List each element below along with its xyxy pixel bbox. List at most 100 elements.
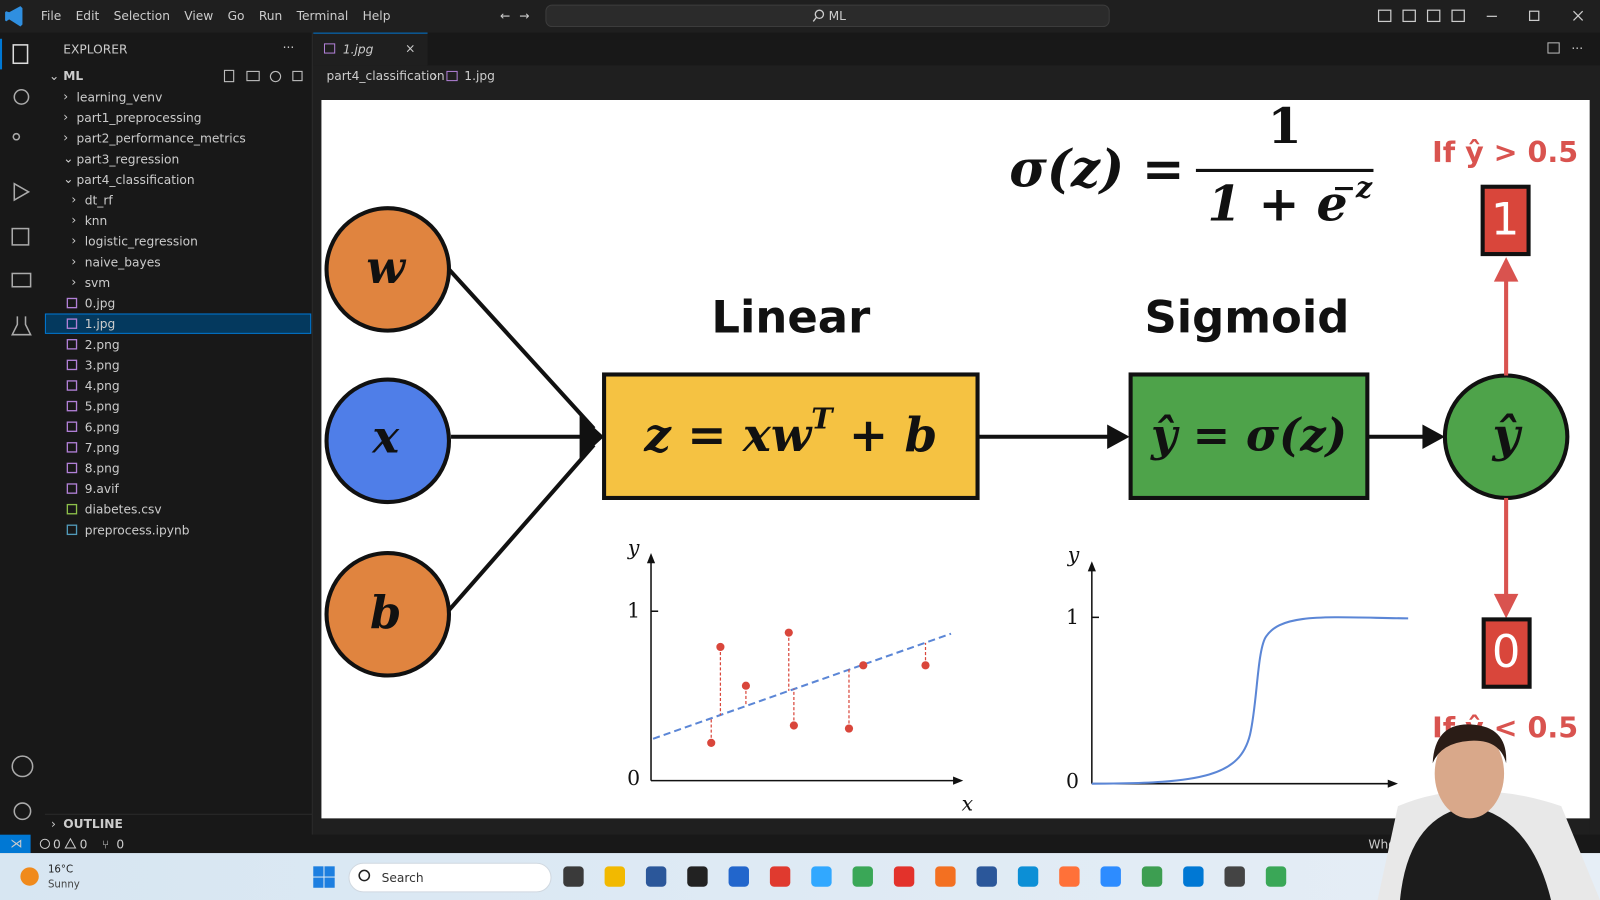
menu-item[interactable]: Help	[363, 9, 391, 23]
file-item[interactable]: 1.jpg	[85, 317, 116, 331]
taskbar-search[interactable]	[348, 862, 552, 893]
new-folder[interactable]	[246, 70, 260, 82]
taskbar-app[interactable]	[811, 866, 832, 887]
root-chevron[interactable]: ⌄	[49, 69, 59, 83]
folder-item[interactable]: part3_regression	[77, 152, 180, 166]
toggle-secondary[interactable]	[1426, 9, 1441, 23]
toggle-panel[interactable]	[1402, 9, 1416, 23]
taskbar-app[interactable]	[1265, 866, 1287, 887]
breadcrumb-folder[interactable]: part4_classification	[327, 69, 445, 83]
tab-title[interactable]: 1.jpg	[343, 43, 374, 57]
file-item[interactable]: 5.png	[85, 400, 120, 414]
menu-item[interactable]: Go	[228, 9, 245, 23]
taskbar-app[interactable]	[976, 866, 997, 887]
file-item[interactable]: 7.png	[85, 441, 120, 455]
menu-item[interactable]: File	[41, 9, 61, 23]
remote-button[interactable]	[0, 834, 31, 854]
tree-chevron[interactable]: ›	[63, 131, 68, 145]
weather-temperature[interactable]: 16°C	[48, 864, 73, 875]
tree-chevron[interactable]: ›	[71, 234, 76, 248]
menu-item[interactable]: Run	[259, 9, 282, 23]
folder-item[interactable]: naive_bayes	[85, 255, 161, 269]
customize-layout[interactable]	[1451, 9, 1465, 23]
tree-chevron[interactable]: ›	[71, 254, 76, 268]
editor-more[interactable]: ···	[1571, 41, 1583, 55]
explorer-icon[interactable]	[12, 44, 29, 65]
scm-icon[interactable]	[12, 132, 21, 141]
tree-chevron[interactable]: ›	[71, 213, 76, 227]
weather-condition[interactable]: Sunny	[48, 880, 80, 891]
ports-count[interactable]: 0	[116, 837, 124, 851]
close-window[interactable]	[1573, 10, 1584, 21]
outline-chevron[interactable]: ›	[51, 817, 56, 831]
extensions-icon[interactable]	[11, 227, 30, 246]
accounts-icon[interactable]	[11, 755, 34, 778]
taskbar-app[interactable]	[1183, 866, 1204, 887]
menu-item[interactable]: Selection	[114, 9, 170, 23]
taskbar-app[interactable]	[1224, 866, 1245, 887]
new-file[interactable]	[223, 69, 235, 83]
taskbar-app[interactable]	[687, 866, 708, 887]
breadcrumb-file[interactable]: 1.jpg	[464, 69, 495, 83]
search-view-icon[interactable]	[13, 89, 30, 105]
file-item[interactable]: diabetes.csv	[85, 503, 162, 517]
editor-tab[interactable]	[313, 32, 428, 66]
toggle-sidebar[interactable]	[1377, 9, 1392, 23]
testing-icon[interactable]	[11, 316, 32, 336]
start-button[interactable]	[313, 866, 335, 888]
folder-item[interactable]: dt_rf	[85, 194, 114, 208]
file-item[interactable]: 3.png	[85, 358, 120, 372]
file-item[interactable]: 0.jpg	[85, 297, 116, 311]
taskbar-app[interactable]	[563, 866, 584, 887]
error-count[interactable]: 0	[53, 837, 61, 851]
tree-chevron[interactable]: ›	[63, 89, 68, 103]
file-item[interactable]: 4.png	[85, 379, 120, 393]
tree-chevron[interactable]: ›	[71, 275, 76, 289]
root-folder[interactable]: ML	[63, 69, 83, 83]
refresh[interactable]	[269, 70, 282, 83]
collapse-all[interactable]	[292, 70, 303, 82]
menu-item[interactable]: Edit	[76, 9, 100, 23]
tree-chevron[interactable]: ›	[71, 193, 76, 207]
forward-button[interactable]: →	[519, 9, 529, 23]
run-icon[interactable]	[13, 182, 31, 202]
settings-icon[interactable]	[13, 802, 32, 821]
file-item[interactable]: 2.png	[85, 338, 120, 352]
taskbar-app[interactable]	[769, 866, 791, 887]
folder-item[interactable]: part1_preprocessing	[77, 111, 202, 125]
taskbar-app[interactable]	[852, 866, 873, 887]
outline-header[interactable]: OUTLINE	[63, 817, 123, 831]
warning-count[interactable]: 0	[80, 837, 88, 851]
taskbar-app[interactable]	[1141, 866, 1163, 887]
taskbar-app[interactable]	[645, 866, 667, 887]
taskbar-app[interactable]	[893, 866, 915, 887]
file-item[interactable]: 8.png	[85, 461, 120, 475]
tree-chevron[interactable]: ›	[63, 110, 68, 124]
folder-item[interactable]: svm	[85, 276, 111, 290]
taskbar-app[interactable]	[1059, 866, 1080, 887]
menu-item[interactable]: View	[184, 9, 213, 23]
remote-icon[interactable]	[11, 272, 32, 288]
taskbar-app[interactable]	[1017, 866, 1039, 887]
taskbar-app[interactable]	[1100, 866, 1121, 887]
menu-item[interactable]: Terminal	[296, 9, 349, 23]
sidebar-more[interactable]: ···	[283, 40, 295, 54]
folder-item[interactable]: knn	[85, 214, 108, 228]
taskbar-app[interactable]	[604, 866, 625, 887]
tab-close[interactable]: ×	[405, 41, 415, 55]
tree-chevron[interactable]: ⌄	[63, 151, 73, 165]
taskbar-app[interactable]	[728, 866, 749, 887]
file-item[interactable]: 9.avif	[85, 482, 120, 496]
file-item[interactable]: preprocess.ipynb	[85, 523, 190, 537]
maximize[interactable]	[1528, 10, 1540, 22]
command-center[interactable]	[545, 4, 1110, 28]
back-button[interactable]: ←	[500, 9, 510, 23]
split-editor[interactable]	[1547, 42, 1560, 54]
folder-item[interactable]: part2_performance_metrics	[77, 132, 246, 146]
folder-item[interactable]: part4_classification	[77, 173, 195, 187]
folder-item[interactable]: logistic_regression	[85, 235, 198, 249]
taskbar-app[interactable]	[935, 866, 956, 887]
file-item[interactable]: 6.png	[85, 420, 120, 434]
folder-item[interactable]: learning_venv	[77, 90, 163, 104]
tree-chevron[interactable]: ⌄	[63, 172, 73, 186]
